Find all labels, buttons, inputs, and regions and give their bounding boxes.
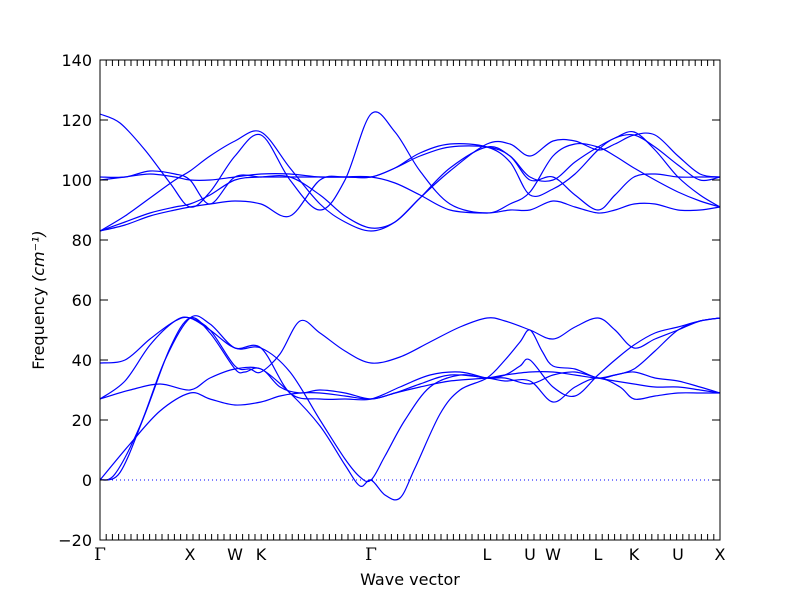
y-tick-label: 140 (61, 51, 92, 70)
k-point-label: X (185, 545, 196, 564)
phonon-branch-9 (99, 130, 721, 232)
k-point-label: U (524, 545, 536, 564)
phonon-branch-12 (99, 111, 721, 214)
y-tick-label: 20 (72, 411, 92, 430)
y-axis-label-group: Frequency (cm⁻¹) (29, 230, 48, 369)
y-axis-label-text: Frequency (29, 287, 48, 370)
phonon-branch-1 (99, 316, 721, 501)
y-tick-label: 120 (61, 111, 92, 130)
k-point-label: L (594, 545, 603, 564)
k-point-label: W (545, 545, 561, 564)
k-point-label: L (483, 545, 492, 564)
phonon-branch-6 (99, 316, 721, 401)
phonon-branch-11 (99, 145, 720, 211)
phonon-branch-10 (99, 133, 721, 198)
k-point-label: U (672, 545, 684, 564)
k-point-label: X (715, 545, 726, 564)
phonon-branch-8 (99, 130, 721, 232)
y-axis-label: Frequency (cm⁻¹) (29, 230, 48, 369)
y-tick-label: −20 (58, 531, 92, 550)
y-axis-unit: (cm⁻¹) (29, 230, 48, 282)
k-point-label: K (629, 545, 640, 564)
k-point-label: Γ (365, 545, 377, 565)
phonon-branch-4 (99, 366, 721, 400)
phonon-branch-3 (99, 374, 720, 481)
k-point-label: Γ (94, 545, 106, 565)
phonon-branch-5 (99, 316, 721, 400)
y-tick-label: 40 (72, 351, 92, 370)
y-tick-label: 0 (82, 471, 92, 490)
series-group (99, 111, 721, 501)
y-tick-label: 100 (61, 171, 92, 190)
y-tick-label: 80 (72, 231, 92, 250)
y-tick-label-group: −20 0 20 40 60 80 100 120 140 (58, 51, 92, 550)
phonon-branch-2 (99, 315, 721, 483)
y-tick-label: 60 (72, 291, 92, 310)
x-axis-label: Wave vector (360, 570, 460, 589)
plot-frame (99, 59, 721, 541)
k-point-label: W (227, 545, 243, 564)
k-point-label: K (256, 545, 267, 564)
